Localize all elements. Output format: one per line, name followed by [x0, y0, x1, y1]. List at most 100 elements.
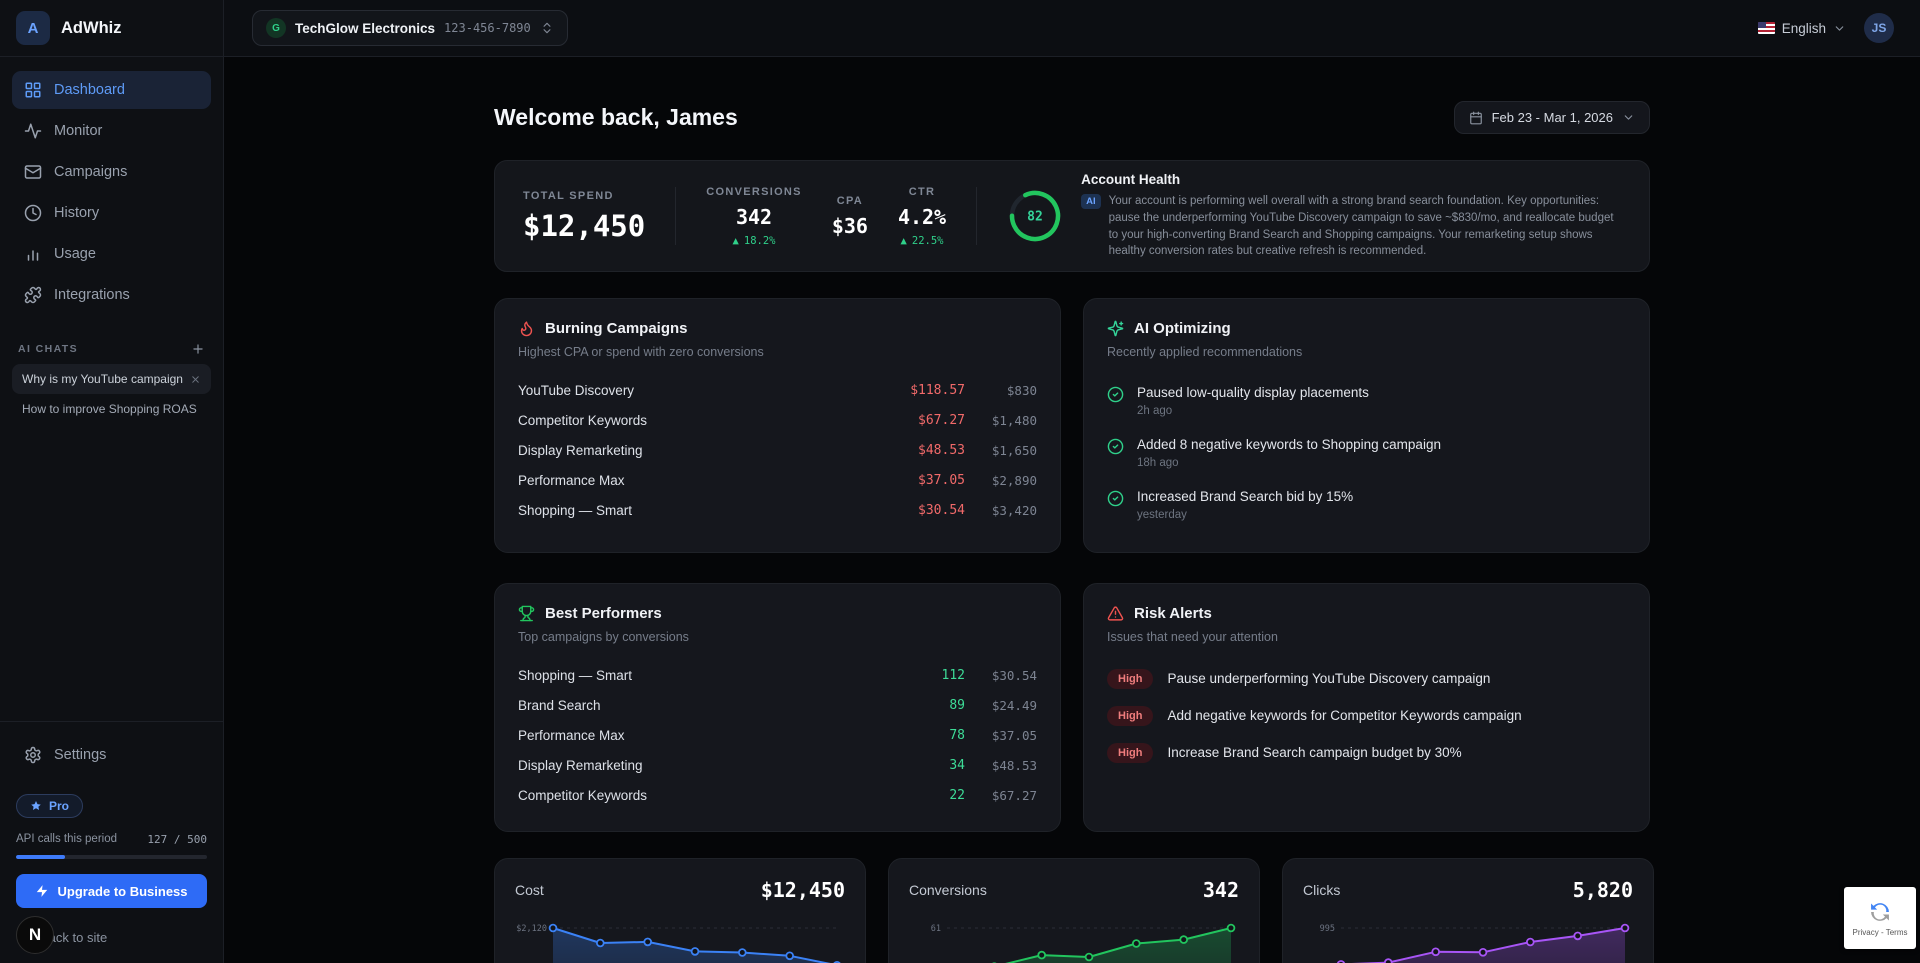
line-chart: $2,120 $1,060 $0Feb 23Feb 26Mar 1	[516, 923, 841, 963]
optimization-time: 2h ago	[1137, 405, 1173, 417]
conversions-stat: CONVERSIONS 342 ▲ 18.2%	[706, 185, 802, 247]
plus-icon	[193, 344, 203, 354]
campaign-spend: $1,480	[991, 412, 1037, 428]
topbar: G TechGlow Electronics 123-456-7890 Engl…	[224, 0, 1920, 57]
card-subtitle: Highest CPA or spend with zero conversio…	[518, 345, 764, 359]
campaign-spend: $2,890	[991, 472, 1037, 488]
calendar-icon	[1469, 111, 1482, 124]
sidebar-item-dashboard[interactable]: Dashboard	[12, 71, 211, 109]
best-performer-row[interactable]: Brand Search 89 $24.49	[518, 690, 1037, 720]
recaptcha-badge[interactable]: Privacy - Terms	[1844, 887, 1916, 949]
sidebar-item-integrations[interactable]: Integrations	[12, 276, 211, 314]
risk-alert-row[interactable]: High Pause underperforming YouTube Disco…	[1107, 660, 1626, 697]
campaign-spend: $1,650	[991, 442, 1037, 458]
sidebar-item-settings[interactable]: Settings	[12, 736, 211, 774]
page-title: Welcome back, James	[494, 104, 738, 130]
burning-campaign-row[interactable]: Performance Max $37.05 $2,890	[518, 465, 1037, 495]
burning-campaign-row[interactable]: YouTube Discovery $118.57 $830	[518, 375, 1037, 405]
health-ring-icon: 82	[1009, 190, 1061, 242]
sidebar-item-monitor[interactable]: Monitor	[12, 112, 211, 150]
best-performer-row[interactable]: Shopping — Smart 112 $30.54	[518, 660, 1037, 690]
campaign-cpa: $48.53	[918, 442, 965, 458]
risk-alert-text: Add negative keywords for Competitor Key…	[1167, 708, 1522, 723]
chevron-down-icon	[1835, 25, 1844, 31]
divider	[976, 187, 978, 245]
card-title: Burning Campaigns	[545, 320, 688, 337]
campaign-cpa: $118.57	[910, 382, 965, 398]
card-subtitle: Recently applied recommendations	[1107, 345, 1303, 359]
ai-chat-title: How to improve Shopping ROAS	[22, 402, 197, 416]
campaign-cpa: $37.05	[991, 727, 1037, 743]
ai-optimizing-card: AI Optimizing Recently applied recommend…	[1083, 298, 1650, 553]
sidebar-item-usage[interactable]: Usage	[12, 235, 211, 273]
chevron-down-icon	[1624, 115, 1633, 120]
best-performer-row[interactable]: Competitor Keywords 22 $67.27	[518, 780, 1037, 810]
user-avatar[interactable]: JS	[1864, 13, 1894, 43]
risk-alerts-card: Risk Alerts Issues that need your attent…	[1083, 583, 1650, 832]
date-range-picker[interactable]: Feb 23 - Mar 1, 2026	[1453, 101, 1650, 134]
recaptcha-privacy-terms[interactable]: Privacy - Terms	[1852, 928, 1908, 937]
campaign-cpa: $30.54	[991, 667, 1037, 683]
account-selector[interactable]: G TechGlow Electronics 123-456-7890	[252, 10, 568, 46]
risk-alert-text: Pause underperforming YouTube Discovery …	[1167, 671, 1491, 686]
line-chart: 61 31 0Feb 23Feb 26Mar 1	[931, 923, 1236, 963]
optimization-text: Added 8 negative keywords to Shopping ca…	[1137, 437, 1441, 452]
bars-icon	[27, 250, 39, 261]
best-performer-row[interactable]: Performance Max 78 $37.05	[518, 720, 1037, 750]
sidebar-item-history[interactable]: History	[12, 194, 211, 232]
conversions-chart-card: Conversions 342 61 31 0Feb 23Feb 26Mar 1	[888, 858, 1260, 963]
clicks-chart-card: Clicks 5,820 995 498 0Feb 23Feb 26Mar 1	[1282, 858, 1654, 963]
main-area: G TechGlow Electronics 123-456-7890 Engl…	[224, 0, 1920, 963]
campaign-cpa: $30.54	[918, 502, 965, 518]
optimization-time: yesterday	[1137, 509, 1187, 521]
plan-box: Pro API calls this period 127 / 500 Upgr…	[0, 778, 223, 914]
total-spend-value: $12,450	[523, 208, 646, 243]
new-chat-button[interactable]	[191, 342, 205, 356]
sidebar-nav: Dashboard Monitor Campaigns History Usag…	[0, 57, 223, 318]
campaign-name: Performance Max	[518, 727, 625, 743]
best-performers-card: Best Performers Top campaigns by convers…	[494, 583, 1061, 832]
campaign-name: YouTube Discovery	[518, 382, 635, 398]
sparkles-icon	[1107, 320, 1124, 337]
language-label: English	[1781, 20, 1826, 36]
burning-campaign-row[interactable]: Display Remarketing $48.53 $1,650	[518, 435, 1037, 465]
chart-total-value: 342	[1202, 878, 1239, 902]
sidebar-bottom: Settings Pro API calls this period 127 /…	[0, 721, 223, 963]
ai-chat-item[interactable]: Why is my YouTube campaign u...	[12, 364, 211, 394]
check-circle-icon	[1107, 438, 1124, 455]
close-chat-icon[interactable]	[190, 374, 201, 385]
account-health-section: 82 Account Health AI Your account is per…	[1007, 172, 1621, 260]
sidebar-item-campaigns[interactable]: Campaigns	[12, 153, 211, 191]
svg-text:$2,120: $2,120	[516, 924, 547, 934]
card-subtitle: Top campaigns by conversions	[518, 630, 689, 644]
campaign-name: Display Remarketing	[518, 757, 643, 773]
burning-campaign-row[interactable]: Competitor Keywords $67.27 $1,480	[518, 405, 1037, 435]
chart-total-value: 5,820	[1572, 878, 1633, 902]
risk-alert-row[interactable]: High Add negative keywords for Competito…	[1107, 697, 1626, 734]
upgrade-button[interactable]: Upgrade to Business	[16, 874, 207, 908]
risk-alert-row[interactable]: High Increase Brand Search campaign budg…	[1107, 734, 1626, 771]
check-circle-icon	[1107, 386, 1124, 403]
burning-campaign-row[interactable]: Shopping — Smart $30.54 $3,420	[518, 495, 1037, 525]
line-chart: 995 498 0Feb 23Feb 26Mar 1	[1320, 923, 1630, 963]
dev-tools-badge[interactable]: N	[16, 916, 54, 954]
lightning-icon	[37, 885, 48, 897]
content-scroll-area[interactable]: Welcome back, James Feb 23 - Mar 1, 2026…	[224, 57, 1920, 963]
language-selector[interactable]: English	[1757, 20, 1846, 36]
health-score-gauge: 82	[1007, 188, 1063, 244]
account-health-description: Your account is performing well overall …	[1108, 195, 1614, 258]
sidebar-item-label: Monitor	[54, 123, 103, 139]
campaign-cpa: $48.53	[991, 757, 1037, 773]
campaign-conversions: 89	[949, 697, 965, 713]
us-flag-icon	[1757, 22, 1775, 34]
svg-text:61: 61	[931, 924, 941, 934]
cpa-stat: CPA $36	[831, 194, 868, 238]
card-title: Best Performers	[545, 605, 662, 622]
campaign-name: Display Remarketing	[518, 442, 643, 458]
optimization-time: 18h ago	[1137, 457, 1179, 469]
ai-chat-item[interactable]: How to improve Shopping ROAS	[12, 394, 211, 424]
sidebar: A AdWhiz Dashboard Monitor Campaigns His…	[0, 0, 224, 963]
campaign-cpa: $24.49	[991, 697, 1037, 713]
best-performer-row[interactable]: Display Remarketing 34 $48.53	[518, 750, 1037, 780]
card-title: Risk Alerts	[1134, 605, 1212, 622]
